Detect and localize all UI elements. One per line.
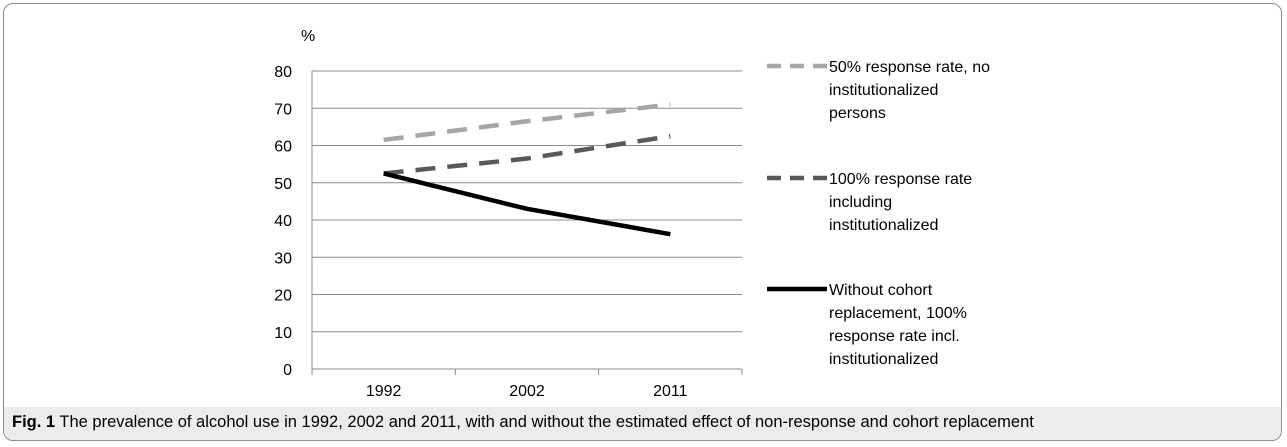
- legend-label-1: 50% response rate, no institutionalized pe…: [829, 59, 990, 122]
- y-tick-label: 60: [274, 139, 292, 156]
- y-tick-label: 30: [274, 250, 292, 267]
- x-tick-labels: 1992 2002 2011: [366, 383, 688, 400]
- legend: 50% response rate, no institutionalized pe…: [767, 59, 990, 368]
- y-tick-labels: 0 10 20 30 40 50 60 70 80: [274, 64, 292, 379]
- figure-label: Fig. 1: [12, 413, 56, 431]
- y-tick-label: 20: [274, 288, 292, 305]
- x-tick-label: 2002: [509, 383, 545, 400]
- x-tick-label: 2011: [653, 383, 688, 400]
- y-tick-label: 70: [274, 101, 292, 118]
- y-tick-label: 80: [274, 64, 292, 81]
- y-axis-label: %: [301, 28, 315, 45]
- y-tick-label: 40: [274, 213, 292, 230]
- y-tick-label: 10: [274, 325, 292, 342]
- x-tick-label: 1992: [366, 383, 402, 400]
- caption-band: Fig. 1 The prevalence of alcohol use in …: [4, 407, 1281, 440]
- series-line-1: [383, 102, 671, 143]
- series-lines: [383, 102, 671, 237]
- gridlines: [311, 70, 743, 375]
- y-tick-label: 50: [274, 176, 292, 193]
- y-tick-label: 0: [283, 362, 292, 379]
- legend-label-2: 100% response rate including institutional…: [829, 171, 972, 234]
- line-chart: % 0 10 20 30 40 50 60 70 80 1992 2002 2011 50% res…: [274, 28, 990, 400]
- figure-frame: % 0 10 20 30 40 50 60 70 80 1992 2002 2011 50% res…: [3, 3, 1282, 441]
- legend-label-3: Without cohort replacement, 100% response …: [829, 282, 967, 368]
- series-line-2: [383, 133, 671, 176]
- figure-caption: Fig. 1 The prevalence of alcohol use in …: [12, 413, 1034, 432]
- caption-text: The prevalence of alcohol use in 1992, 2…: [55, 413, 1034, 431]
